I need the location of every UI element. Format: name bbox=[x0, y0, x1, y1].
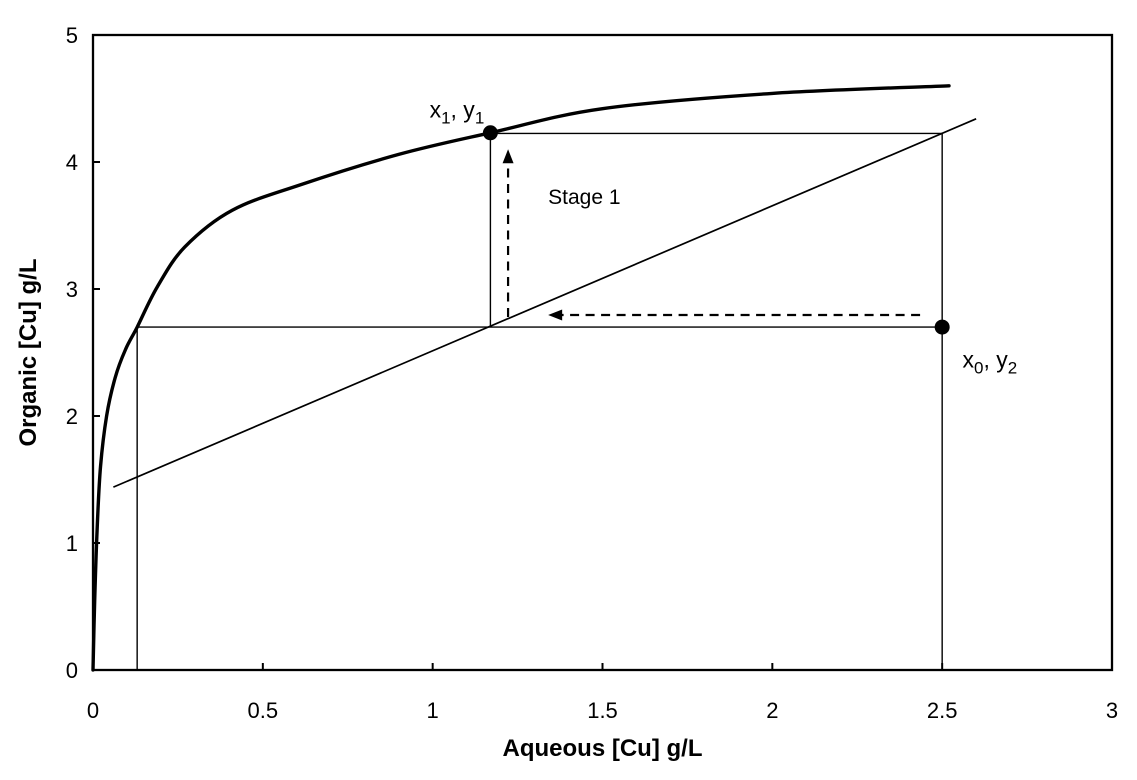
x-tick-label: 1.5 bbox=[587, 698, 618, 723]
label-subscript: 1 bbox=[475, 109, 484, 128]
x-tick-label: 3 bbox=[1106, 698, 1118, 723]
series-extraction-isotherm bbox=[91, 84, 951, 672]
marker-label-point-x1-y1: x1, y1 bbox=[430, 97, 485, 128]
x-axis-title: Aqueous [Cu] g/L bbox=[503, 735, 703, 762]
label-subscript: 1 bbox=[441, 109, 450, 128]
y-tick-label: 0 bbox=[66, 658, 78, 683]
x-tick-label: 2.5 bbox=[927, 698, 958, 723]
y-tick-label: 2 bbox=[66, 404, 78, 429]
y-tick-label: 3 bbox=[66, 277, 78, 302]
label-text: , y bbox=[451, 97, 476, 123]
label-subscript: 0 bbox=[974, 359, 983, 378]
x-tick-label: 0 bbox=[87, 698, 99, 723]
series-operating-line bbox=[113, 118, 977, 488]
label-subscript: 2 bbox=[1008, 359, 1017, 378]
y-tick-label: 5 bbox=[66, 23, 78, 48]
y-axis-title: Organic [Cu] g/L bbox=[15, 259, 42, 447]
marker-label-point-x0-y2: x0, y2 bbox=[963, 347, 1018, 378]
marker-point-x0-y2 bbox=[934, 319, 950, 335]
label-text: x bbox=[963, 347, 975, 373]
x-tick-label: 1 bbox=[427, 698, 439, 723]
stage1-arrow-up-head-icon bbox=[502, 149, 514, 164]
y-tick-label: 4 bbox=[66, 150, 78, 175]
transfer-arrow-left-head-icon bbox=[548, 309, 563, 321]
x-tick-label: 0.5 bbox=[248, 698, 279, 723]
stage1-label: Stage 1 bbox=[548, 186, 620, 209]
y-tick-label: 1 bbox=[66, 531, 78, 556]
label-text: , y bbox=[984, 347, 1009, 373]
marker-point-x1-y1 bbox=[482, 125, 498, 141]
label-text: x bbox=[430, 97, 442, 123]
x-tick-label: 2 bbox=[766, 698, 778, 723]
